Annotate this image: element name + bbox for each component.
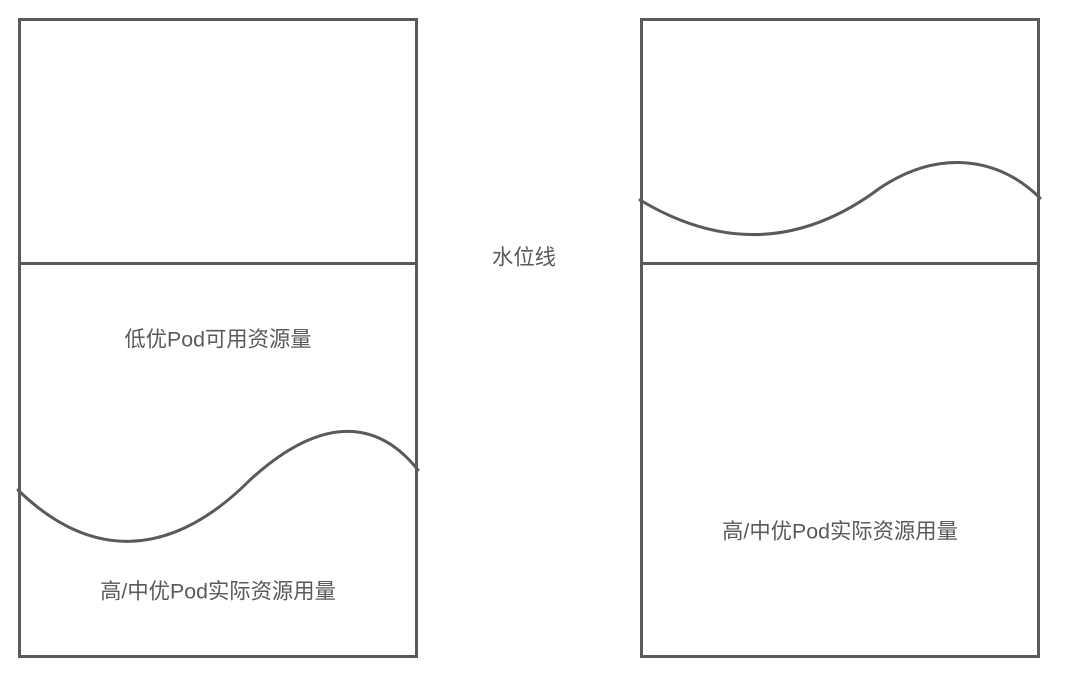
- label-high-mid-usage-right: 高/中优Pod实际资源用量: [722, 515, 958, 546]
- diagram-stage: 低优Pod可用资源量 高/中优Pod实际资源用量 高/中优Pod实际资源用量 水…: [0, 0, 1080, 675]
- right-usage-wave: [0, 0, 1080, 675]
- label-waterline: 水位线: [492, 241, 556, 272]
